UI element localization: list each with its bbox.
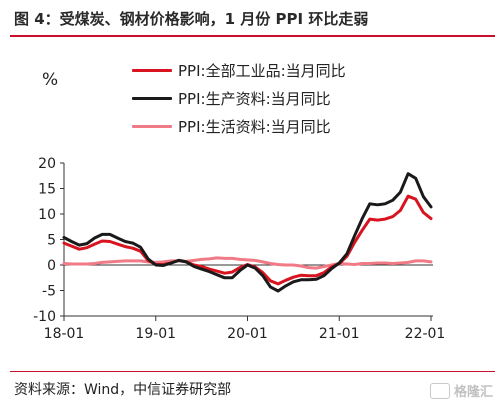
legend-swatch-3 — [132, 124, 172, 128]
legend-label-1: PPI:全部工业品:当月同比 — [178, 61, 346, 80]
logo-text: 格隆汇 — [453, 385, 493, 400]
title-divider — [10, 35, 495, 37]
series-line-3 — [62, 256, 433, 270]
x-tick-label: 21-01 — [319, 326, 360, 342]
y-tick-label: 10 — [38, 207, 56, 223]
legend-item-3: PPI:生活资料:当月同比 — [132, 112, 346, 140]
chart-title: 图 4：受煤炭、钢材价格影响，1 月份 PPI 环比走弱 — [14, 10, 369, 28]
y-tick-label: -10 — [33, 309, 56, 325]
x-tick-label: 18-01 — [44, 326, 85, 342]
y-tick-label: -5 — [42, 284, 56, 300]
chart-legend: PPI:全部工业品:当月同比 PPI:生产资料:当月同比 PPI:生活资料:当月… — [132, 56, 346, 140]
series-line-2 — [62, 172, 433, 293]
source-note: 资料来源：Wind，中信证券研究部 — [14, 382, 232, 398]
y-tick-label: 15 — [38, 182, 56, 198]
legend-label-3: PPI:生活资料:当月同比 — [178, 117, 331, 136]
x-tick-label: 19-01 — [135, 326, 176, 342]
legend-label-2: PPI:生产资料:当月同比 — [178, 89, 331, 108]
x-tick-label: 22-01 — [405, 326, 446, 342]
y-axis-unit: % — [42, 70, 59, 90]
figure-header: 图 4：受煤炭、钢材价格影响，1 月份 PPI 环比走弱 — [0, 0, 503, 37]
legend-swatch-1 — [132, 68, 172, 72]
logo-icon — [429, 382, 450, 399]
y-tick-label: 0 — [47, 258, 56, 274]
legend-item-2: PPI:生产资料:当月同比 — [132, 84, 346, 112]
legend-swatch-2 — [132, 96, 172, 100]
y-tick-label: 5 — [47, 233, 56, 249]
legend-item-1: PPI:全部工业品:当月同比 — [132, 56, 346, 84]
y-tick-label: 20 — [38, 156, 56, 172]
x-tick-label: 20-01 — [227, 326, 268, 342]
watermark-logo: 格隆汇 — [429, 381, 493, 400]
source-divider — [10, 371, 495, 372]
